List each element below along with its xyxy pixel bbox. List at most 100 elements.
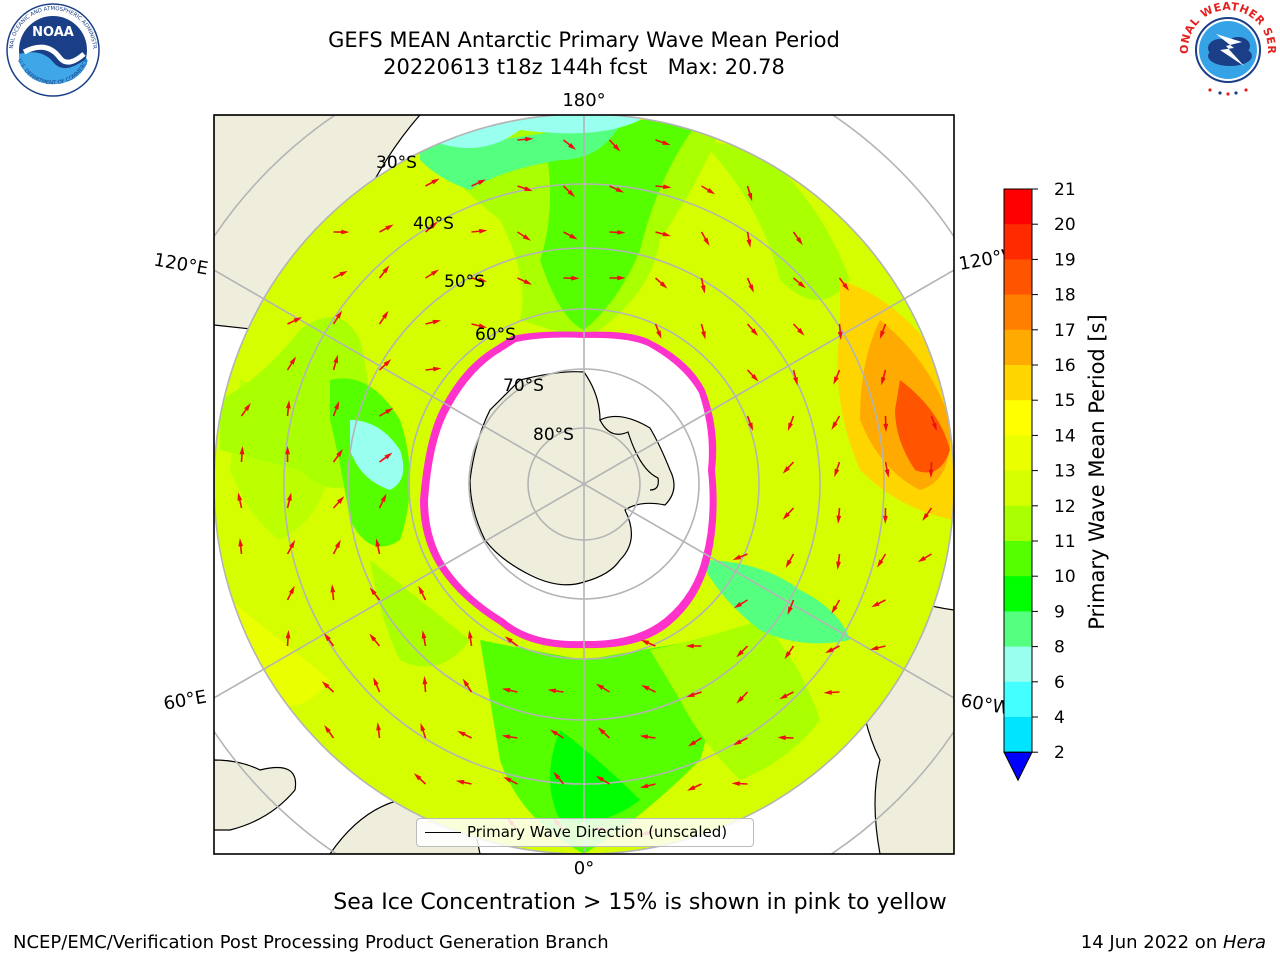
- wave-direction-arrowhead: [782, 466, 790, 474]
- wave-direction-arrowhead: [733, 601, 743, 609]
- wave-direction-arrowhead: [525, 136, 534, 142]
- wave-direction-arrowhead: [432, 319, 442, 325]
- colorbar-tick-label: 18: [1054, 286, 1076, 306]
- wave-direction-arrowhead: [376, 722, 381, 731]
- colorbar-tick-label: 4: [1054, 708, 1065, 728]
- wave-direction-arrowhead: [462, 678, 470, 687]
- wave-direction-arrowhead: [639, 734, 649, 740]
- legend-label: Primary Wave Direction (unscaled): [467, 823, 728, 841]
- wave-direction-arrowhead: [732, 554, 742, 560]
- wave-direction-arrowhead: [882, 515, 888, 524]
- wave-direction-arrowhead: [787, 606, 793, 615]
- wave-direction-arrowhead: [321, 681, 330, 689]
- colorbar-tick-label: 21: [1054, 180, 1076, 200]
- wave-direction-arrowhead: [334, 539, 341, 549]
- wave-direction-arrowhead: [797, 328, 805, 336]
- colorbar-tick-label: 8: [1054, 638, 1065, 658]
- wave-direction-arrowhead: [656, 330, 662, 339]
- colorbar-segment: [1004, 717, 1032, 753]
- wave-direction-arrowhead: [523, 279, 533, 285]
- colorbar-segment: [1004, 329, 1032, 366]
- wave-direction-arrowhead: [380, 493, 387, 503]
- colorbar-tick-label: 19: [1054, 250, 1076, 270]
- footer-machine: Hera: [1222, 932, 1266, 953]
- wave-direction-arrowhead: [595, 683, 605, 690]
- wave-direction-arrowhead: [837, 331, 843, 340]
- colorbar-tick-label: 15: [1054, 391, 1076, 411]
- colorbar-segment: [1004, 470, 1032, 507]
- wave-direction-arrowhead: [825, 647, 834, 654]
- wave-direction-arrowhead: [617, 229, 626, 235]
- nws-logo: NATIONAL WEATHER SERVICE: [1176, 0, 1278, 96]
- colorbar-tick-label: 12: [1054, 497, 1076, 517]
- wave-direction-arrowhead: [833, 376, 839, 385]
- wave-direction-arrowhead: [336, 496, 345, 504]
- wave-direction-arrowhead: [731, 781, 740, 787]
- wave-direction-arrowhead: [836, 561, 841, 570]
- wave-direction-arrowhead: [922, 512, 929, 522]
- sea-ice-note: Sea Ice Concentration > 15% is shown in …: [333, 890, 947, 915]
- wave-direction-arrowhead: [883, 423, 889, 432]
- wave-direction-arrowhead: [324, 724, 331, 734]
- colorbar-tick-label: 17: [1054, 321, 1076, 341]
- wave-direction-arrowhead: [706, 188, 716, 195]
- wave-direction-arrowhead: [238, 538, 244, 547]
- wave-direction-arrowhead: [617, 275, 626, 281]
- wave-direction-arrowhead: [385, 224, 394, 231]
- wave-direction-arrowhead: [736, 649, 744, 658]
- map-subtitle: 20220613 t18z 144h fcst Max: 20.78: [383, 55, 785, 79]
- wave-direction-arrowhead: [547, 688, 557, 694]
- wave-direction-arrowhead: [457, 730, 466, 737]
- wave-direction-arrowhead: [383, 359, 392, 367]
- wave-direction-arrowhead: [871, 601, 880, 608]
- colorbar-segment: [1004, 224, 1032, 260]
- wave-direction-arrowhead: [879, 330, 885, 339]
- wave-direction-arrowhead: [289, 356, 297, 365]
- colorbar-segment: [1004, 611, 1032, 648]
- wave-direction-arrowhead: [747, 422, 754, 432]
- wave-direction-arrowhead: [836, 515, 842, 524]
- wave-direction-arrowhead: [615, 187, 625, 193]
- wave-direction-arrowhead: [285, 446, 290, 455]
- wave-direction-arrowhead: [289, 539, 296, 549]
- colorbar-tick-label: 16: [1054, 356, 1076, 376]
- colorbar-label: Primary Wave Mean Period [s]: [1085, 314, 1109, 630]
- noaa-logo: NOAA NATIONAL OCEANIC AND ATMOSPHERIC AD…: [2, 2, 100, 97]
- wave-direction-arrowhead: [524, 186, 533, 192]
- wave-direction-arrowhead: [931, 422, 937, 432]
- wave-direction-arrowhead: [430, 269, 440, 276]
- wave-direction-arrowhead: [782, 512, 790, 520]
- noaa-logo-text: NOAA: [32, 25, 74, 40]
- wave-direction-arrowhead: [501, 734, 511, 740]
- wave-direction-arrowhead: [501, 687, 511, 693]
- colorbar-tick-label: 13: [1054, 462, 1076, 482]
- wave-direction-arrowhead: [641, 684, 650, 691]
- wave-direction-arrowhead: [842, 282, 850, 291]
- wave-direction-arrowhead: [928, 469, 934, 478]
- wave-direction-arrowhead: [736, 696, 744, 704]
- colorbar-tick-label: 10: [1054, 567, 1076, 587]
- wave-direction-arrowhead: [384, 452, 393, 460]
- map-title: GEFS MEAN Antarctic Primary Wave Mean Pe…: [328, 28, 840, 52]
- wave-direction-arrowhead: [369, 587, 377, 596]
- wave-direction-arrowhead: [478, 277, 488, 283]
- wave-direction-arrowhead: [432, 366, 442, 372]
- wave-direction-arrowhead: [330, 584, 336, 593]
- wave-direction-arrowhead: [687, 785, 696, 791]
- wave-direction-arrowhead: [422, 676, 428, 685]
- colorbar-segment: [1004, 646, 1032, 683]
- wave-direction-arrowhead: [748, 284, 754, 293]
- wave-direction-arrowhead: [595, 775, 605, 783]
- wave-direction-arrowhead: [287, 492, 292, 501]
- wave-direction-arrowhead: [823, 690, 832, 695]
- colorbar-tick-label: 14: [1054, 426, 1076, 446]
- lon-label-0: 0°: [574, 858, 594, 879]
- wave-direction-arrowhead: [478, 323, 488, 329]
- lat-label-60s: 60°S: [475, 325, 516, 345]
- lon-label-60e: 60°E: [162, 686, 208, 714]
- wave-direction-arrowhead: [333, 354, 338, 364]
- colorbar-segment: [1004, 259, 1032, 296]
- colorbar-segment: [1004, 294, 1032, 331]
- lat-label-80s: 80°S: [533, 425, 574, 445]
- wave-direction-arrowhead: [237, 492, 243, 501]
